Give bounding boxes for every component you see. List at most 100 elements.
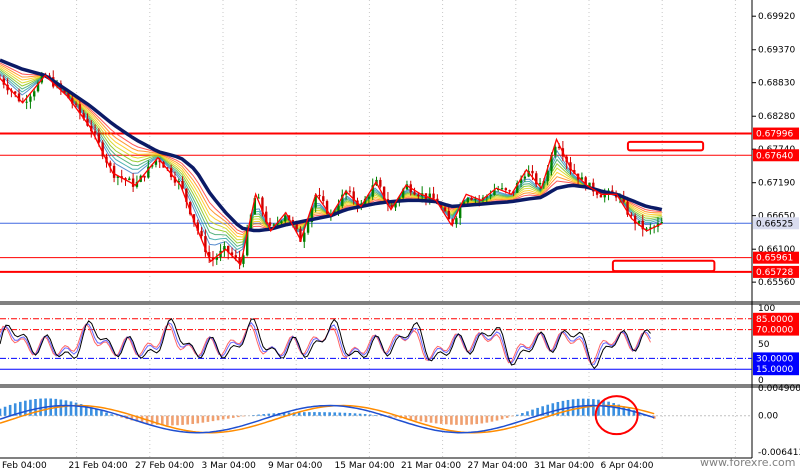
macd-histogram-bar	[3, 406, 7, 416]
macd-histogram-bar	[18, 401, 22, 416]
macd-histogram-bar	[592, 399, 595, 416]
candle-body	[394, 202, 397, 208]
time-axis-label: 3 Mar 04:00	[202, 461, 257, 471]
candle-body	[158, 160, 161, 163]
candle-body	[470, 197, 473, 200]
candle-body	[128, 178, 131, 181]
candle-body	[82, 113, 85, 119]
current-price-tag	[753, 217, 799, 230]
macd-histogram-bar	[59, 399, 63, 416]
candle-body	[401, 189, 405, 198]
candle-body	[489, 194, 492, 197]
macd-histogram-bar	[374, 415, 377, 416]
candle-body	[538, 183, 542, 185]
macd-histogram-bar	[546, 404, 550, 416]
candle-body	[584, 177, 587, 189]
candle-body	[554, 146, 557, 155]
macd-histogram-bar	[516, 414, 519, 416]
watermark: www.forexre.com	[700, 456, 795, 469]
candle-body	[109, 162, 112, 166]
macd-histogram-bar	[242, 415, 245, 417]
time-axis-label: 9 Mar 04:00	[268, 461, 323, 471]
candle-body	[417, 194, 420, 197]
macd-histogram-bar	[226, 415, 230, 419]
level-tag-label: 0.67996	[756, 130, 793, 140]
macd-histogram-bar	[196, 415, 200, 424]
candle-body	[223, 246, 226, 251]
candle-body	[633, 215, 637, 224]
macd-histogram-bar	[480, 415, 484, 424]
candle-body	[325, 201, 329, 214]
macd-histogram-bar	[333, 412, 337, 416]
osc-level-label: 15.0000	[756, 365, 793, 375]
macd-tick-label: 0.00	[758, 412, 778, 422]
candle-body	[382, 186, 386, 200]
candle-body	[25, 101, 28, 103]
price-tick-label: 0.68280	[758, 112, 795, 122]
candle-body	[86, 118, 89, 126]
macd-histogram-bar	[105, 412, 108, 416]
candle-body	[371, 185, 374, 197]
current-price-label: 0.66525	[756, 219, 793, 229]
candle-body	[192, 214, 196, 223]
candle-body	[341, 194, 344, 207]
macd-histogram-bar	[439, 415, 443, 424]
candle-body	[112, 165, 116, 178]
candle-body	[181, 181, 184, 189]
candle-body	[493, 190, 496, 195]
price-tick-label: 0.65560	[758, 278, 795, 288]
candle-body	[33, 91, 36, 97]
macd-histogram-bar	[237, 415, 240, 418]
macd-histogram-bar	[130, 415, 134, 421]
macd-histogram-bar	[135, 415, 139, 422]
macd-histogram-bar	[576, 398, 580, 416]
candle-body	[580, 177, 584, 180]
macd-histogram-bar	[617, 404, 621, 416]
macd-histogram-bar	[191, 415, 195, 424]
macd-histogram-bar	[348, 413, 352, 416]
macd-histogram-bar	[470, 415, 473, 425]
osc-level-label: 85.0000	[756, 315, 793, 325]
zigzag-line	[0, 74, 663, 266]
candle-body	[318, 194, 321, 197]
macd-histogram-bar	[206, 415, 210, 422]
macd-histogram-bar	[181, 415, 184, 425]
osc-tick-label: 0	[758, 376, 764, 386]
candle-body	[310, 207, 314, 222]
candle-body	[204, 236, 207, 253]
macd-histogram-bar	[450, 415, 453, 425]
candle-body	[466, 197, 469, 203]
level-tag-label: 0.65728	[756, 268, 793, 278]
time-axis-label: 6 Apr 04:00	[601, 461, 654, 471]
macd-histogram-bar	[79, 404, 83, 416]
macd-histogram-bar	[8, 404, 12, 416]
candle-body	[348, 190, 352, 192]
macd-histogram-bar	[262, 414, 266, 416]
candle-body	[215, 257, 218, 260]
macd-histogram-bar	[34, 399, 37, 416]
macd-histogram-bar	[110, 414, 113, 416]
price-tick-label: 0.67190	[758, 179, 795, 189]
osc-level-tag	[753, 323, 799, 336]
candle-body	[527, 170, 530, 177]
level-tag-label: 0.65961	[756, 254, 793, 264]
candle-body	[314, 194, 317, 208]
candle-body	[637, 220, 641, 224]
candle-body	[413, 192, 416, 195]
candle-body	[569, 162, 572, 171]
candle-body	[603, 193, 606, 198]
macd-histogram-bar	[64, 400, 68, 416]
candle-body	[71, 98, 74, 104]
osc-level-label: 30.0000	[756, 354, 793, 364]
oscillator-line	[0, 318, 651, 370]
macd-histogram-bar	[100, 410, 103, 416]
candle-body	[500, 188, 504, 190]
candle-body	[299, 229, 302, 242]
candle-body	[200, 230, 203, 237]
macd-signal-line	[0, 404, 655, 434]
candle-body	[306, 221, 310, 233]
time-axis-label: Feb 04:00	[2, 461, 47, 471]
macd-histogram-bar	[84, 405, 88, 416]
osc-level-tag	[753, 312, 799, 325]
